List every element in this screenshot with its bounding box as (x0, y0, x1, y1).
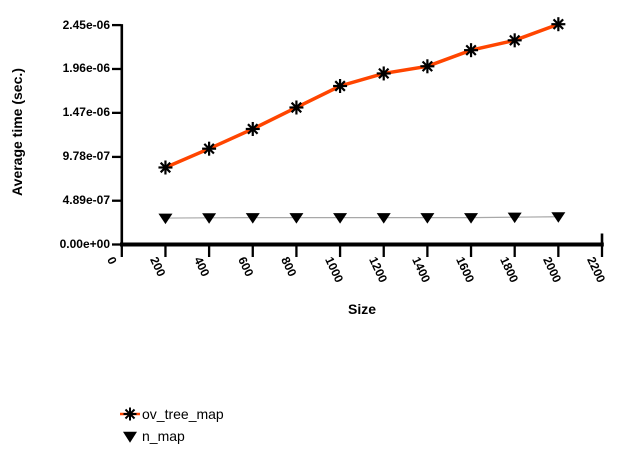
asterisk-marker (203, 143, 215, 155)
triangle-down-marker (376, 213, 391, 224)
asterisk-marker (124, 408, 136, 420)
triangle-down-marker (289, 213, 304, 224)
y-tick-label: 9.78e-07 (62, 149, 110, 164)
asterisk-marker (465, 44, 477, 56)
x-axis-title: Size (347, 301, 376, 317)
triangle-down-marker (551, 212, 566, 223)
asterisk-marker (247, 123, 259, 135)
y-axis-title: Average time (sec.) (9, 68, 25, 196)
asterisk-marker (290, 101, 302, 114)
triangle-down-marker (464, 213, 479, 224)
y-tick-label: 4.89e-07 (62, 193, 110, 208)
triangle-down-marker (202, 213, 217, 224)
triangle-down-marker (158, 213, 173, 225)
asterisk-marker (378, 67, 390, 80)
triangle-down-marker (507, 212, 522, 224)
y-tick-label: 0.00e+00 (59, 237, 110, 251)
legend-label: n_map (142, 428, 185, 444)
asterisk-marker (159, 161, 172, 174)
n_map-line (165, 216, 559, 219)
triangle-down-marker-icon (123, 431, 137, 443)
y-tick-label: 2.45e-06 (62, 17, 110, 32)
legend: ov_tree_map n_map (119, 403, 224, 447)
asterisk-marker-icon (120, 407, 140, 421)
triangle-down-marker (333, 213, 348, 224)
legend-item-n-map: n_map (119, 425, 224, 447)
triangle-down-marker (123, 431, 137, 443)
asterisk-marker (421, 60, 433, 72)
legend-item-ov-tree-map: ov_tree_map (119, 403, 224, 425)
triangle-down-marker (245, 213, 260, 224)
asterisk-marker (552, 18, 564, 30)
asterisk-marker (334, 80, 346, 92)
ov_tree_map-line (164, 22, 559, 170)
y-tick-label: 1.96e-06 (62, 61, 110, 76)
y-tick-label: 1.47e-06 (62, 105, 110, 120)
legend-label: ov_tree_map (142, 406, 224, 422)
triangle-down-marker (420, 213, 435, 224)
asterisk-marker (509, 34, 521, 46)
